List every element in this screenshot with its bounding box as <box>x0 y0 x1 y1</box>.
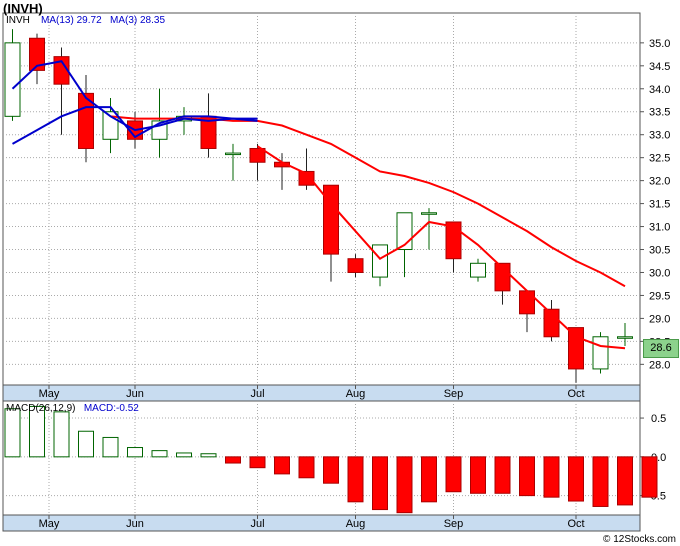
legend-ma13-value: 29.72 <box>76 15 102 26</box>
macd-bar <box>151 450 168 458</box>
macd-bar <box>200 453 217 458</box>
macd-bar <box>127 447 143 458</box>
price-panel <box>2 12 641 386</box>
price-month-label: Oct <box>567 388 584 400</box>
candle-body <box>53 56 70 85</box>
price-legend: INVH MA(13) 29.72 MA(3) 28.35 <box>6 15 165 26</box>
candle-body <box>4 42 21 117</box>
macd-bar <box>298 456 315 479</box>
candle-body <box>298 170 315 186</box>
macd-tick-label: 0.5 <box>651 413 666 425</box>
price-tick-label: 35.0 <box>649 38 670 50</box>
macd-bar <box>53 411 70 458</box>
price-tick-label: 33.0 <box>649 130 670 142</box>
macd-bar <box>249 456 266 469</box>
price-tick-label: 32.0 <box>649 176 670 188</box>
price-tick-label: 33.5 <box>649 107 670 119</box>
candle-body <box>519 290 535 315</box>
macd-date-band <box>2 514 641 532</box>
legend-ma13-label: MA(13) <box>41 15 74 26</box>
ma3-line-lower <box>12 106 258 145</box>
macd-legend: MACD(26,12,9) MACD:-0.52 <box>6 403 139 414</box>
price-month-label: Aug <box>346 388 366 400</box>
macd-bar <box>396 456 413 514</box>
candle-body <box>617 336 633 339</box>
macd-bar <box>323 456 339 484</box>
macd-month-label: Aug <box>346 518 366 530</box>
price-tick-label: 34.5 <box>649 61 670 73</box>
candle-body <box>372 244 388 278</box>
macd-bar <box>617 456 633 506</box>
price-month-label: Jun <box>126 388 144 400</box>
macd-bar <box>347 456 364 503</box>
macd-bar <box>519 456 535 497</box>
macd-bar <box>102 436 119 458</box>
macd-bar <box>470 456 486 494</box>
macd-label: MACD(26,12,9) <box>6 403 76 414</box>
candle-body <box>421 212 437 215</box>
macd-bar <box>4 408 21 458</box>
price-tick-label: 30.0 <box>649 267 670 279</box>
price-tick-label: 31.0 <box>649 222 670 234</box>
price-month-label: Sep <box>444 388 464 400</box>
macd-bar <box>29 405 45 458</box>
macd-bar <box>421 456 437 503</box>
macd-bar <box>494 456 511 494</box>
price-tick-label: 32.5 <box>649 153 670 165</box>
macd-bar <box>445 456 462 493</box>
macd-month-label: May <box>39 518 60 530</box>
ma13-line <box>110 115 626 288</box>
macd-bar <box>568 456 584 502</box>
price-tick-label: 34.0 <box>649 84 670 96</box>
macd-bar <box>543 456 560 498</box>
credit-text: © 12Stocks.com <box>603 534 676 545</box>
price-month-label: May <box>39 388 60 400</box>
last-price-tag: 28.6 <box>643 339 679 358</box>
candle-body <box>249 147 266 163</box>
candle-body <box>225 152 241 156</box>
candle-body <box>592 336 609 370</box>
price-tick-label: 31.5 <box>649 199 670 211</box>
macd-month-label: Sep <box>444 518 464 530</box>
candle-body <box>568 327 584 370</box>
candle-body <box>29 37 45 71</box>
chart-title: (INVH) <box>3 1 43 16</box>
price-tick-label: 30.5 <box>649 245 670 257</box>
candle-body <box>445 221 462 260</box>
macd-bar <box>176 452 192 458</box>
macd-bar <box>225 456 241 464</box>
macd-month-label: Jun <box>126 518 144 530</box>
macd-value: MACD:-0.52 <box>83 403 139 414</box>
macd-month-label: Oct <box>567 518 584 530</box>
candle-body <box>323 184 339 255</box>
macd-bar <box>641 456 658 498</box>
price-date-band <box>2 384 641 402</box>
price-month-label: Jul <box>250 388 264 400</box>
candle-body <box>470 262 486 278</box>
macd-bar <box>274 456 290 475</box>
ma3-line-upper <box>11 60 258 132</box>
macd-bar <box>592 456 609 507</box>
price-tick-label: 28.0 <box>649 359 670 371</box>
candle-body <box>347 258 364 273</box>
macd-bar <box>78 430 94 458</box>
price-tick-label: 29.0 <box>649 313 670 325</box>
ma3-red-line <box>256 145 626 350</box>
price-tick-label: 29.5 <box>649 290 670 302</box>
legend-ma3-value: 28.35 <box>140 15 166 26</box>
macd-bar <box>372 456 388 511</box>
macd-month-label: Jul <box>250 518 264 530</box>
legend-ticker: INVH <box>6 15 30 26</box>
legend-ma3-label: MA(3) <box>109 15 138 26</box>
